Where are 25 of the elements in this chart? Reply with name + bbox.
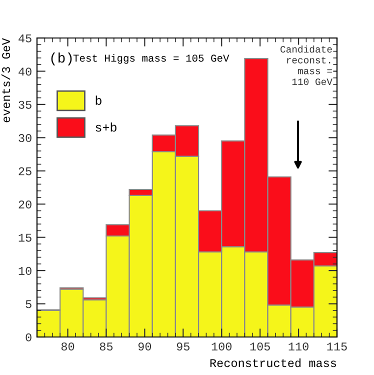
y-tick-label: 20 <box>18 200 32 209</box>
y-tick-label: 45 <box>18 34 32 42</box>
y-tick-label: 0 <box>26 333 32 342</box>
x-tick-label: 110 <box>288 342 308 351</box>
legend-label: b <box>96 96 102 105</box>
y-tick-label: 35 <box>18 100 32 109</box>
legend-label: s+b <box>96 122 116 132</box>
x-tick-label: 80 <box>61 342 74 351</box>
y-tick-label: 40 <box>18 68 32 76</box>
y-tick-label: 5 <box>26 300 32 308</box>
x-tick-label: 105 <box>250 342 270 351</box>
y-tick-label: 30 <box>18 134 32 142</box>
y-axis-title: events/3 GeV <box>1 38 10 122</box>
y-tick-label: 25 <box>18 167 32 176</box>
x-tick-label: 85 <box>100 342 113 351</box>
x-tick-label: 90 <box>138 342 152 351</box>
annotation: Test Higgs mass = 105 GeV <box>73 54 230 64</box>
x-tick-label: 95 <box>176 342 190 351</box>
annotation: (b) <box>51 52 72 66</box>
x-tick-label: 100 <box>212 342 232 351</box>
x-axis-title: Reconstructed mass <box>210 358 336 368</box>
x-tick-label: 115 <box>327 342 347 351</box>
annotation: Candidate reconst. mass = 110 GeV <box>280 45 332 86</box>
y-tick-label: 10 <box>18 266 32 275</box>
y-tick-label: 15 <box>18 234 32 242</box>
